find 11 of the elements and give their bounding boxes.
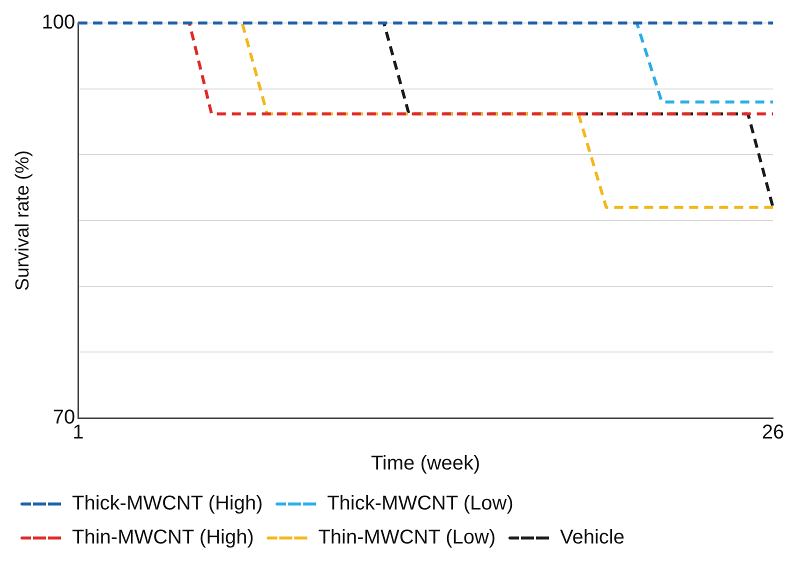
legend-label: Thick-MWCNT (Low) (327, 492, 514, 515)
x-axis-title: Time (week) (370, 452, 480, 475)
legend-label: Thick-MWCNT (High) (72, 492, 263, 515)
legend-label: Thin-MWCNT (High) (72, 526, 254, 549)
y-axis-title: Survival rate (%) (12, 150, 34, 291)
x-tick-label: 26 (762, 422, 784, 444)
x-tick-label: 1 (72, 422, 84, 444)
y-tick-label: 100 (42, 12, 76, 34)
y-tick-label: 70 (52, 406, 76, 429)
legend-label: Vehicle (560, 526, 624, 549)
legend-label: Thin-MWCNT (Low) (318, 526, 496, 549)
